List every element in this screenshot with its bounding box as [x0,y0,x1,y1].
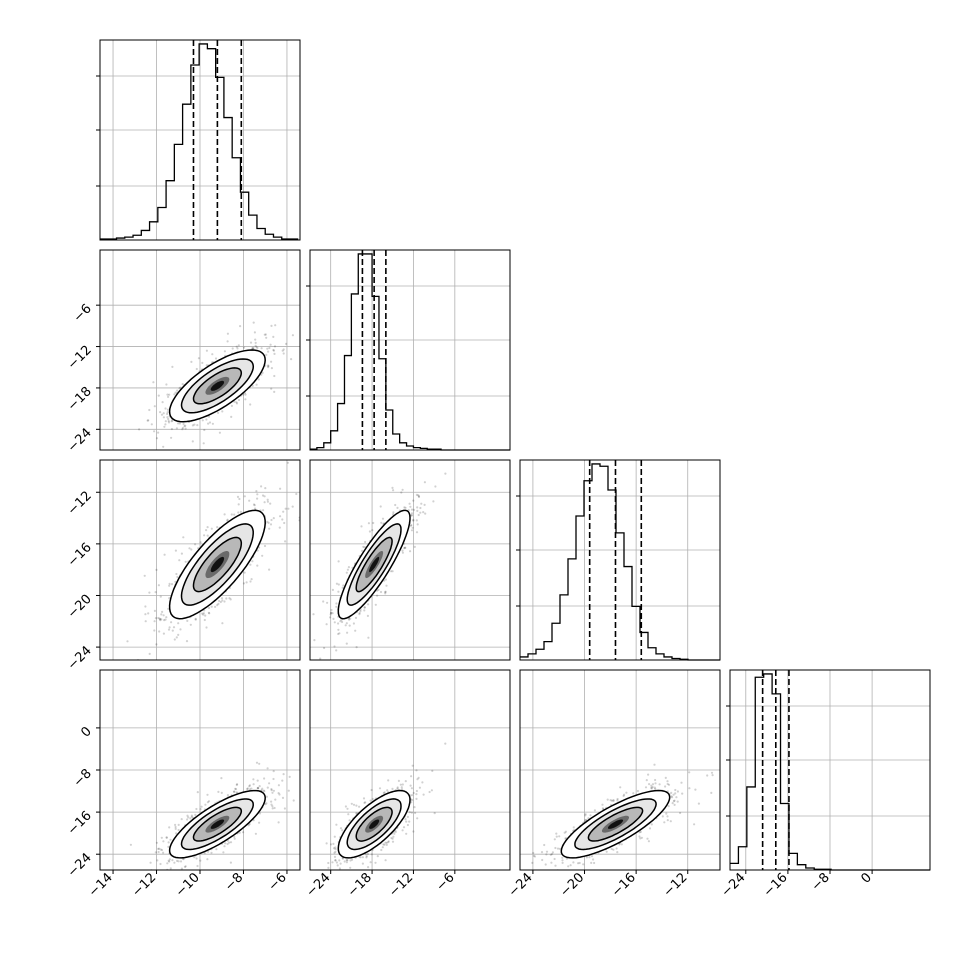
histogram-panel-0 [96,39,301,241]
density-peak [210,556,225,573]
x-tick-label: −6 [266,870,290,894]
y-tick-label: −6 [71,301,95,325]
contour-line [168,349,266,423]
panel-background [310,460,510,660]
y-tick-label: −20 [65,592,95,622]
y-tick-label: −24 [65,426,95,456]
density-peak [210,819,225,829]
scatter-panel-2-3 [519,669,721,871]
x-tick-label: −12 [661,870,691,900]
contour-line [346,523,402,606]
y-tick-label: −16 [65,808,95,838]
panel-frame [309,669,511,871]
contour-line [168,789,266,859]
panel-background [310,250,510,450]
panel-frame [99,459,301,661]
y-tick-label: −16 [65,540,95,570]
x-tick-label: −24 [304,870,334,900]
y-tick-label: 0 [78,724,94,740]
contour-line [355,806,393,842]
histogram-panel-3 [726,669,931,871]
x-tick-label: −8 [809,870,833,894]
x-tick-label: −24 [719,870,749,900]
panel-frame [99,39,301,241]
density-peak [369,556,380,573]
contour-line [574,798,657,851]
scatter-panel-0-2 [99,459,301,661]
panel-frame [99,249,301,451]
y-tick-label: −24 [65,850,95,880]
contour-line [337,789,411,859]
density-peak [210,380,225,391]
contour-line [346,798,402,851]
contour-line [180,358,255,414]
x-tick-label: −12 [386,870,416,900]
panel-frame [519,669,721,871]
panel-frame [309,459,511,661]
x-tick-label: −16 [761,870,791,900]
contour-line [192,806,243,842]
y-tick-label: −24 [65,643,95,673]
x-tick-label: −12 [129,870,159,900]
x-tick-label: −20 [557,870,587,900]
contour-line [337,509,411,620]
density-peak [607,819,624,829]
contour-line [560,789,671,859]
y-tick-label: −12 [65,488,95,518]
y-tick-label: −12 [65,343,95,373]
density-peak [369,819,380,829]
contour-line [168,509,266,620]
histogram-steps [100,43,299,240]
scatter-panel-0-1 [99,249,301,451]
x-tick-label: −18 [345,870,375,900]
x-tick-label: −6 [433,870,457,894]
scatter-panel-1-3 [309,669,511,871]
x-tick-label: −10 [173,870,203,900]
scatter-panel-0-3 [99,669,301,871]
x-tick-label: −16 [609,870,639,900]
panel-background [520,460,720,660]
contour-line [180,523,254,606]
y-tick-label: −8 [71,766,95,790]
scatter-panel-1-2 [309,459,511,661]
histogram-panel-2 [516,459,721,661]
contour-line [587,806,644,842]
histogram-panel-1 [306,249,511,451]
x-tick-label: −14 [86,870,116,900]
x-tick-label: −24 [506,870,536,900]
y-tick-label: −18 [65,384,95,414]
contour-line [192,367,243,405]
contour-line [355,536,393,593]
contour-line [180,798,254,851]
contour-line [192,536,243,593]
panel-frame [519,459,721,661]
x-tick-label: −8 [222,870,246,894]
panel-frame [309,249,511,451]
